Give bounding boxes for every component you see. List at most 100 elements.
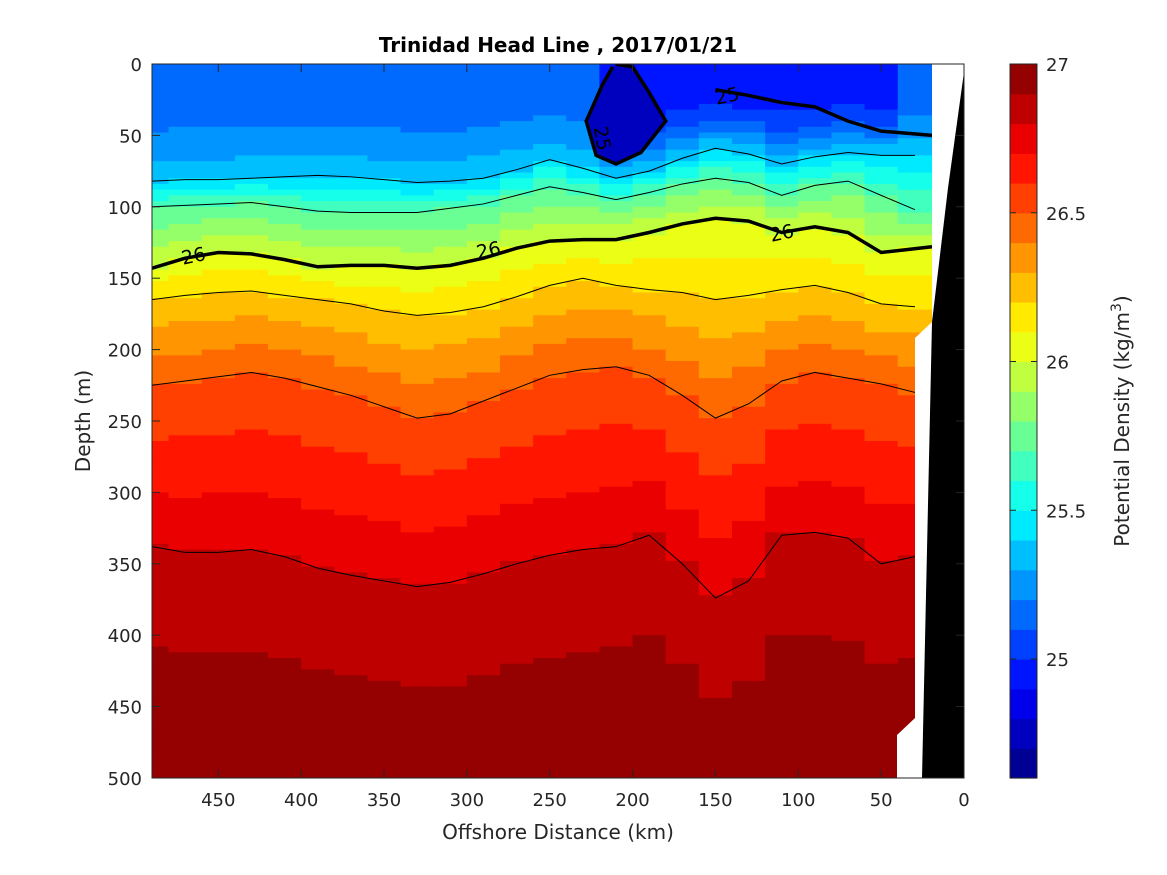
density-cell — [566, 446, 601, 454]
density-cell — [632, 692, 667, 699]
density-cell — [367, 241, 402, 248]
density-cell — [698, 469, 733, 476]
density-cell — [732, 526, 766, 534]
density-cell — [632, 349, 667, 357]
density-cell — [599, 555, 634, 562]
density-cell — [400, 623, 435, 631]
density-cell — [301, 560, 335, 568]
density-cell — [201, 195, 236, 202]
density-cell — [152, 372, 170, 379]
density-cell — [334, 378, 369, 385]
density-cell — [301, 720, 335, 728]
density-cell — [433, 549, 468, 556]
contour-line — [715, 87, 933, 138]
density-cell — [698, 732, 733, 739]
density-cell — [400, 538, 435, 545]
density-cell — [268, 161, 302, 168]
density-cell — [268, 218, 302, 225]
density-cell — [152, 343, 170, 351]
density-cell — [897, 315, 964, 322]
density-cell — [566, 178, 601, 185]
density-cell — [334, 303, 369, 311]
density-cell — [500, 709, 534, 716]
density-cell — [168, 715, 203, 722]
density-cell — [632, 275, 667, 282]
density-cell — [765, 726, 799, 734]
density-cell — [864, 183, 899, 191]
density-cell — [400, 560, 435, 568]
density-cell — [433, 338, 468, 345]
density-cell — [301, 378, 335, 385]
density-cell — [632, 246, 667, 254]
density-cell — [400, 201, 435, 208]
density-cell — [632, 463, 667, 471]
density-cell — [234, 103, 269, 111]
density-cell — [698, 258, 733, 265]
density-cell — [268, 600, 302, 608]
density-cell — [268, 486, 302, 494]
density-cell — [897, 126, 964, 134]
density-cell — [234, 172, 269, 179]
density-cell — [566, 303, 601, 311]
density-cell — [632, 738, 667, 745]
density-cell — [234, 532, 269, 539]
density-cell — [152, 143, 170, 151]
density-cell — [566, 286, 601, 294]
density-cell — [301, 486, 335, 494]
density-cell — [831, 458, 866, 465]
density-cell — [632, 161, 667, 168]
density-cell — [301, 595, 335, 602]
density-cell — [168, 515, 203, 522]
density-cell — [334, 189, 369, 197]
density-cell — [732, 343, 766, 351]
density-cell — [665, 138, 700, 145]
density-cell — [566, 115, 601, 122]
density-cell — [665, 298, 700, 305]
density-cell — [367, 652, 402, 659]
density-cell — [765, 703, 799, 711]
density-cell — [500, 366, 534, 374]
density-cell — [433, 532, 468, 539]
density-cell — [665, 440, 700, 448]
x-tick-label: 250 — [533, 790, 567, 811]
density-cell — [864, 732, 899, 739]
density-cell — [500, 732, 534, 739]
density-cell — [566, 263, 601, 271]
density-cell — [732, 161, 766, 168]
density-cell — [334, 726, 369, 734]
density-cell — [201, 246, 236, 254]
density-cell — [798, 269, 833, 277]
density-cell — [798, 452, 833, 459]
density-cell — [698, 372, 733, 379]
density-cell — [400, 303, 435, 311]
density-cell — [765, 366, 799, 374]
density-cell — [466, 372, 501, 379]
density-cell — [599, 738, 634, 745]
density-cell — [632, 389, 667, 396]
density-cell — [367, 315, 402, 322]
density-cell — [599, 258, 634, 265]
density-cell — [500, 75, 534, 82]
density-cell — [698, 138, 733, 145]
density-cell — [566, 64, 601, 71]
density-cell — [566, 715, 601, 722]
density-cell — [698, 515, 733, 522]
density-cell — [334, 635, 369, 642]
density-cell — [168, 709, 203, 716]
density-cell — [201, 372, 236, 379]
density-cell — [566, 201, 601, 208]
density-cell — [301, 538, 335, 545]
density-cell — [765, 520, 799, 528]
density-cell — [665, 338, 700, 345]
density-cell — [334, 223, 369, 231]
density-cell — [433, 566, 468, 574]
density-cell — [665, 143, 700, 151]
density-cell — [864, 669, 899, 676]
density-cell — [665, 469, 700, 476]
density-cell — [466, 229, 501, 237]
density-cell — [732, 698, 766, 705]
density-cell — [433, 435, 468, 442]
density-cell — [433, 720, 468, 728]
density-cell — [566, 749, 601, 756]
density-cell — [566, 406, 601, 414]
